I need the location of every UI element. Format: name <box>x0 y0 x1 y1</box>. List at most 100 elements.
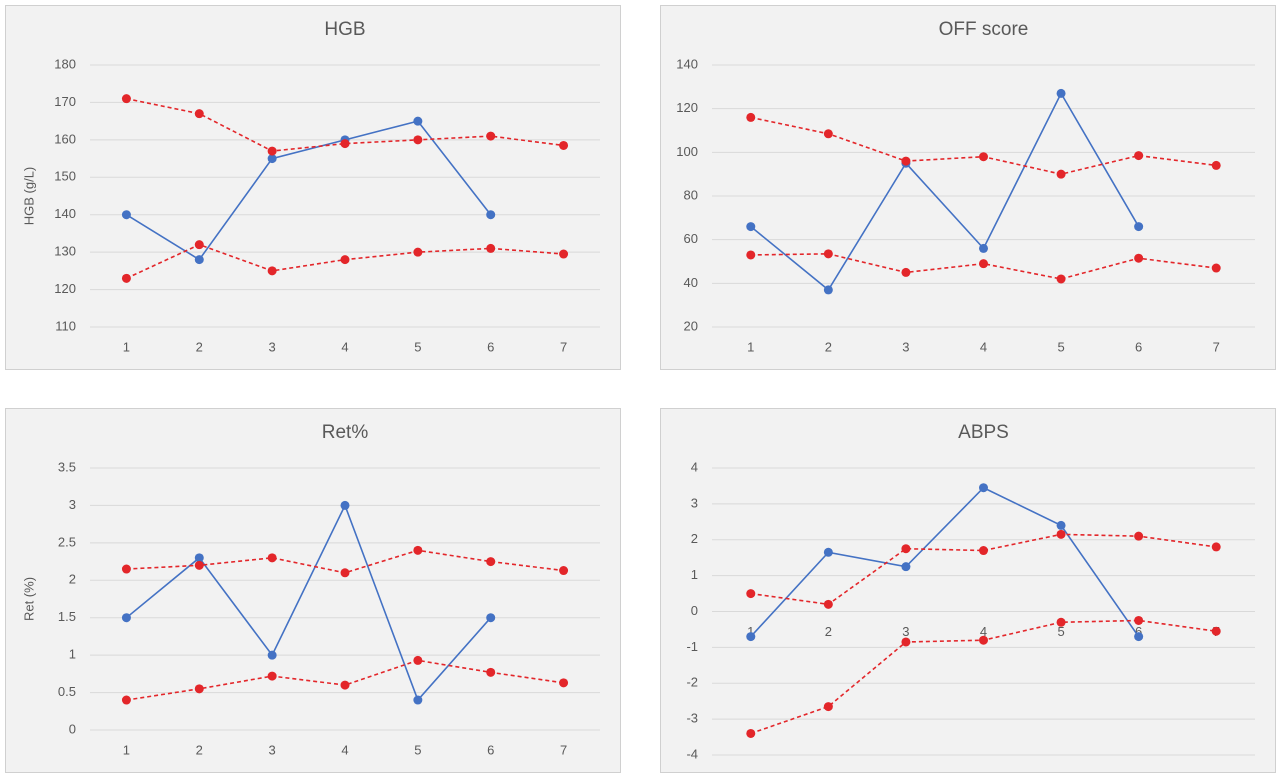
y-tick-label: 80 <box>684 187 698 202</box>
data-point <box>340 139 350 149</box>
data-point <box>413 135 423 145</box>
data-point <box>486 243 496 253</box>
x-tick-label: 1 <box>747 624 754 639</box>
data-point <box>340 568 350 578</box>
data-point <box>1134 222 1144 232</box>
x-tick-label: 7 <box>560 339 567 354</box>
x-tick-label: 1 <box>747 339 754 354</box>
y-axis-label: HGB (g/L) <box>21 167 36 226</box>
data-point <box>1211 626 1221 636</box>
x-tick-label: 5 <box>414 339 421 354</box>
data-point <box>194 553 204 563</box>
data-point <box>746 589 756 599</box>
x-tick-label: 5 <box>1057 339 1064 354</box>
y-tick-label: 160 <box>54 131 76 146</box>
data-point <box>559 566 569 576</box>
y-tick-label: 3 <box>69 497 76 512</box>
x-tick-label: 4 <box>341 339 348 354</box>
y-tick-label: -4 <box>686 746 698 761</box>
data-point <box>901 562 911 572</box>
data-point <box>121 695 131 705</box>
y-tick-label: 0.5 <box>58 684 76 699</box>
x-tick-label: 7 <box>1213 339 1220 354</box>
data-point <box>1134 632 1144 642</box>
y-tick-label: 3.5 <box>58 459 76 474</box>
x-tick-label: 4 <box>980 624 987 639</box>
data-point <box>1056 169 1066 179</box>
data-point <box>121 564 131 574</box>
x-tick-label: 3 <box>902 339 909 354</box>
y-tick-label: 110 <box>55 318 76 333</box>
chart-title: Ret% <box>322 422 369 443</box>
data-point <box>1056 529 1066 539</box>
data-point <box>121 273 131 283</box>
y-tick-label: 60 <box>684 231 698 246</box>
chart-panel: ABPS-4-3-2-1012341234567 <box>660 408 1276 773</box>
y-tick-label: 150 <box>54 169 76 184</box>
x-tick-label: 5 <box>414 742 421 757</box>
chart-title: ABPS <box>958 422 1009 443</box>
y-tick-label: -3 <box>686 711 698 726</box>
panel-background <box>5 5 621 370</box>
y-tick-label: 120 <box>676 100 698 115</box>
data-point <box>823 285 833 295</box>
data-point <box>901 544 911 554</box>
x-tick-label: 6 <box>487 339 494 354</box>
series-line <box>126 120 492 261</box>
data-point <box>267 553 277 563</box>
data-point <box>1134 151 1144 161</box>
y-tick-label: 1 <box>69 647 76 662</box>
y-tick-label: 140 <box>676 56 698 71</box>
y-tick-label: 20 <box>684 318 698 333</box>
y-tick-label: 2 <box>69 572 76 587</box>
x-tick-label: 2 <box>196 742 203 757</box>
data-point <box>413 247 423 257</box>
y-tick-label: 120 <box>54 281 76 296</box>
data-point <box>413 655 423 665</box>
data-point <box>1134 615 1144 625</box>
data-point <box>1056 274 1066 284</box>
data-point <box>559 140 569 150</box>
data-point <box>194 560 204 570</box>
data-point <box>823 702 833 712</box>
data-point <box>979 259 988 269</box>
data-point <box>486 210 496 220</box>
y-tick-label: 140 <box>54 206 76 221</box>
data-point <box>267 266 277 276</box>
data-point <box>194 240 204 250</box>
data-point <box>746 632 756 642</box>
data-point <box>194 109 204 119</box>
x-tick-label: 6 <box>1135 339 1142 354</box>
data-point <box>559 678 569 688</box>
data-point <box>979 483 988 493</box>
data-point <box>486 613 496 623</box>
x-tick-label: 3 <box>269 742 276 757</box>
data-point <box>1211 542 1221 552</box>
x-tick-label: 1 <box>123 339 130 354</box>
data-point <box>1211 263 1221 273</box>
x-tick-label: 6 <box>487 742 494 757</box>
y-tick-label: 40 <box>684 275 698 290</box>
y-tick-label: 100 <box>676 144 698 159</box>
data-point <box>746 728 756 738</box>
x-tick-label: 5 <box>1057 624 1064 639</box>
x-tick-label: 4 <box>980 339 987 354</box>
series-line <box>750 486 1140 638</box>
data-point <box>979 243 988 253</box>
data-point <box>979 546 988 556</box>
data-point <box>486 131 496 141</box>
x-tick-label: 2 <box>196 339 203 354</box>
panel-background <box>660 5 1276 370</box>
x-tick-label: 3 <box>902 624 909 639</box>
series-line <box>125 503 492 702</box>
data-point <box>486 557 496 567</box>
data-point <box>121 94 131 104</box>
data-point <box>1134 253 1144 263</box>
series-line <box>750 91 1140 292</box>
data-point <box>901 637 911 647</box>
x-tick-label: 2 <box>825 624 832 639</box>
chart-panel: HGB HGB (g/L) 110 120 130 140 150 160 170 180 1 2 3 4… <box>5 5 621 370</box>
data-point <box>823 129 833 139</box>
panel-background <box>660 408 1276 773</box>
